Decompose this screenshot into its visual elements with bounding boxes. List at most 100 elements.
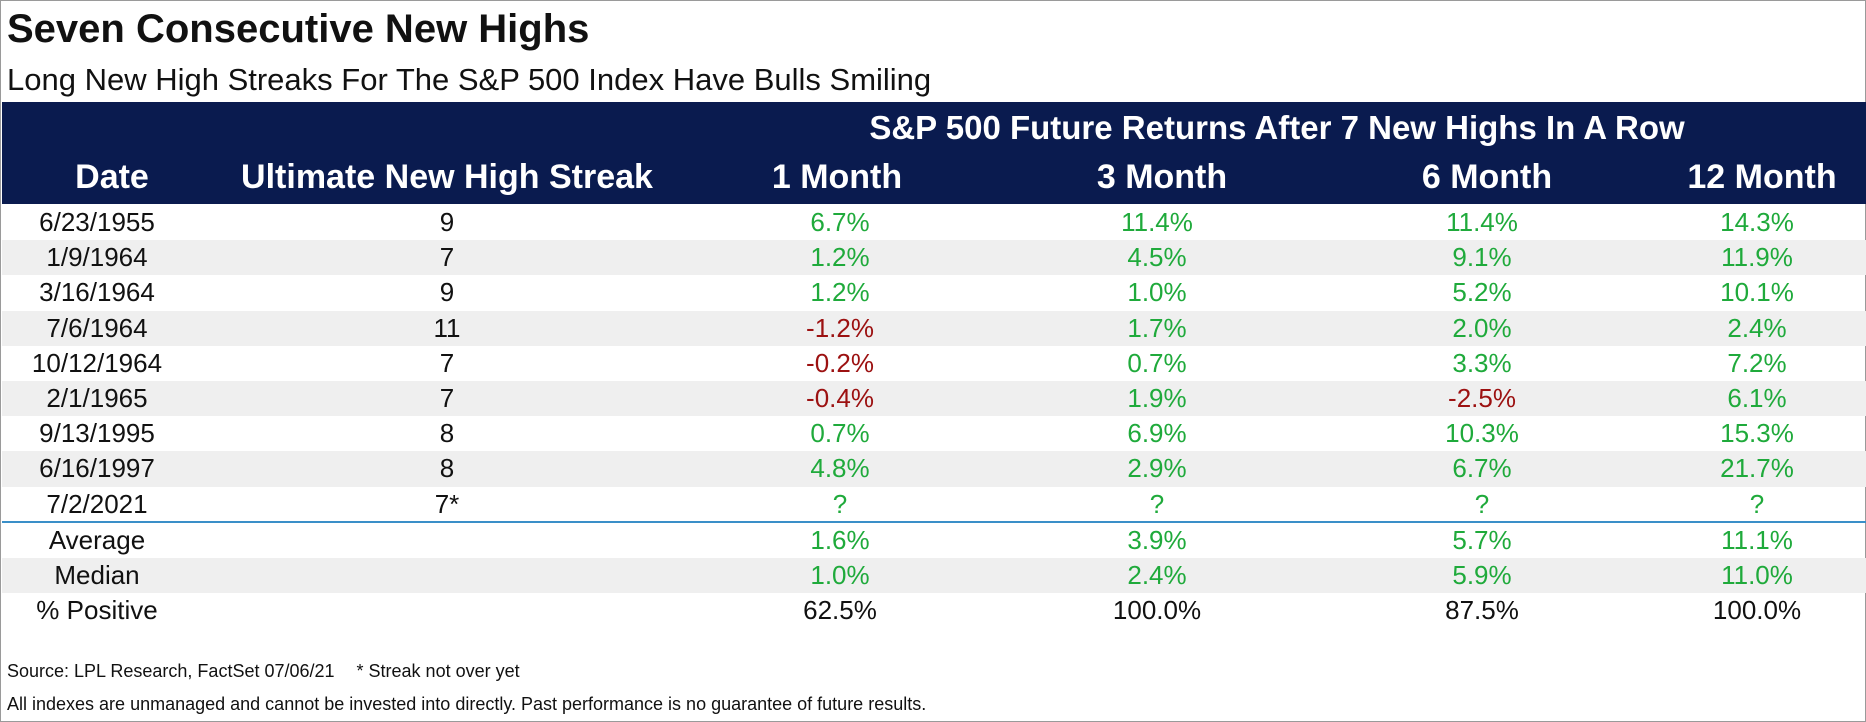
cell-3-month: 1.9% bbox=[1127, 382, 1187, 413]
cell-1-month: 1.6% bbox=[810, 524, 870, 555]
cell-12-month: 10.1% bbox=[1720, 277, 1794, 308]
cell-date: 6/16/1997 bbox=[39, 453, 155, 484]
column-header-3-month: 3 Month bbox=[1096, 158, 1228, 196]
cell-streak bbox=[297, 558, 597, 593]
cell-date: 2/1/1965 bbox=[46, 382, 148, 413]
table-header: S&P 500 Future Returns After 7 New Highs… bbox=[2, 102, 1866, 204]
summary-row: Median 1.0% 2.4% 5.9% 11.0% bbox=[2, 557, 1866, 594]
cell-date: Average bbox=[48, 524, 146, 555]
cell-streak bbox=[297, 523, 597, 558]
cell-1-month: 1.2% bbox=[810, 242, 870, 273]
cell-streak: 7 bbox=[439, 242, 455, 273]
footer-note: * Streak not over yet bbox=[356, 661, 520, 681]
cell-3-month: 6.9% bbox=[1127, 418, 1187, 449]
table-row: 10/12/1964 7 -0.2% 0.7% 3.3% 7.2% bbox=[2, 346, 1866, 381]
cell-6-month: 5.2% bbox=[1452, 277, 1512, 308]
cell-date: 7/6/1964 bbox=[46, 312, 148, 343]
cell-6-month: -2.5% bbox=[1448, 382, 1516, 413]
summary-row: % Positive 62.5% 100.0% 87.5% 100.0% bbox=[2, 593, 1866, 628]
cell-12-month: 7.2% bbox=[1727, 347, 1787, 378]
cell-streak: 7* bbox=[434, 488, 460, 519]
cell-1-month: 62.5% bbox=[803, 595, 877, 626]
cell-6-month: ? bbox=[1474, 488, 1490, 519]
cell-6-month: 2.0% bbox=[1452, 312, 1512, 343]
cell-1-month: ? bbox=[832, 488, 848, 519]
cell-date: % Positive bbox=[36, 595, 158, 626]
cell-6-month: 87.5% bbox=[1445, 595, 1519, 626]
table-row: 6/23/1955 9 6.7% 11.4% 11.4% 14.3% bbox=[2, 205, 1866, 240]
page-subtitle: Long New High Streaks For The S&P 500 In… bbox=[7, 62, 932, 97]
cell-1-month: 0.7% bbox=[810, 418, 870, 449]
column-header-streak: Ultimate New High Streak bbox=[241, 158, 653, 196]
footer-disclaimer: All indexes are unmanaged and cannot be … bbox=[7, 694, 927, 714]
cell-3-month: 0.7% bbox=[1127, 347, 1187, 378]
cell-streak: 9 bbox=[439, 277, 455, 308]
cell-12-month: 11.9% bbox=[1721, 242, 1793, 273]
cell-6-month: 11.4% bbox=[1446, 207, 1518, 237]
cell-date: Median bbox=[54, 559, 140, 590]
cell-date: 10/12/1964 bbox=[31, 347, 163, 378]
cell-6-month: 9.1% bbox=[1452, 242, 1512, 273]
cell-12-month: 2.4% bbox=[1727, 312, 1787, 343]
cell-12-month: 11.1% bbox=[1721, 524, 1793, 555]
column-header-12-month: 12 Month bbox=[1687, 158, 1837, 196]
cell-1-month: 4.8% bbox=[810, 453, 870, 484]
cell-12-month: 21.7% bbox=[1720, 453, 1794, 484]
cell-1-month: -0.2% bbox=[806, 347, 874, 378]
cell-3-month: 2.4% bbox=[1127, 559, 1187, 590]
cell-6-month: 10.3% bbox=[1445, 418, 1519, 449]
cell-streak: 8 bbox=[439, 418, 455, 449]
summary-row: Average 1.6% 3.9% 5.7% 11.1% bbox=[2, 523, 1866, 558]
cell-12-month: 14.3% bbox=[1720, 207, 1794, 237]
table-row: 7/2/2021 7*???? bbox=[2, 487, 1866, 522]
cell-1-month: 6.7% bbox=[810, 207, 870, 237]
cell-date: 7/2/2021 bbox=[46, 488, 148, 519]
cell-3-month: 1.0% bbox=[1127, 277, 1187, 308]
cell-date: 6/23/1955 bbox=[39, 207, 155, 237]
cell-3-month: 2.9% bbox=[1127, 453, 1187, 484]
cell-6-month: 5.9% bbox=[1452, 559, 1512, 590]
cell-streak bbox=[297, 593, 597, 628]
cell-streak: 9 bbox=[439, 207, 455, 237]
cell-streak: 11 bbox=[433, 312, 461, 343]
table-row: 6/16/1997 8 4.8% 2.9% 6.7% 21.7% bbox=[2, 451, 1866, 487]
table-row: 1/9/1964 7 1.2% 4.5% 9.1% 11.9% bbox=[2, 240, 1866, 276]
cell-12-month: 15.3% bbox=[1720, 418, 1794, 449]
column-header-date: Date bbox=[75, 158, 149, 196]
footer-source-line: Source: LPL Research, FactSet 07/06/21 * … bbox=[7, 660, 520, 682]
table-row: 2/1/1965 7 -0.4% 1.9% -2.5% 6.1% bbox=[2, 380, 1866, 417]
cell-1-month: 1.2% bbox=[810, 277, 870, 308]
cell-6-month: 3.3% bbox=[1452, 347, 1512, 378]
cell-date: 9/13/1995 bbox=[39, 418, 155, 449]
cell-streak: 7 bbox=[439, 382, 455, 413]
cell-date: 1/9/1964 bbox=[46, 242, 148, 273]
table-row: 7/6/1964 11 -1.2% 1.7% 2.0% 2.4% bbox=[2, 310, 1866, 346]
cell-3-month: 11.4% bbox=[1121, 207, 1193, 237]
table-row: 3/16/1964 9 1.2% 1.0% 5.2% 10.1% bbox=[2, 275, 1866, 310]
cell-3-month: ? bbox=[1149, 488, 1165, 519]
cell-6-month: 6.7% bbox=[1452, 453, 1512, 484]
table-body: 6/23/1955 9 6.7% 11.4% 11.4% 14.3% 1/9/1964 7 1.… bbox=[2, 205, 1866, 628]
cell-streak: 8 bbox=[439, 453, 455, 484]
cell-1-month: -1.2% bbox=[806, 312, 874, 343]
cell-12-month: 6.1% bbox=[1727, 382, 1787, 413]
cell-12-month: ? bbox=[1749, 488, 1765, 519]
cell-3-month: 4.5% bbox=[1127, 242, 1187, 273]
cell-3-month: 100.0% bbox=[1112, 595, 1202, 626]
page-title: Seven Consecutive New Highs bbox=[7, 7, 590, 51]
column-header-1-month: 1 Month bbox=[771, 158, 903, 196]
cell-1-month: 1.0% bbox=[810, 559, 870, 590]
cell-3-month: 3.9% bbox=[1127, 524, 1187, 555]
table-row: 9/13/1995 8 0.7% 6.9% 10.3% 15.3% bbox=[2, 416, 1866, 451]
column-header-6-month: 6 Month bbox=[1421, 158, 1553, 196]
cell-12-month: 100.0% bbox=[1712, 595, 1802, 626]
cell-12-month: 11.0% bbox=[1721, 559, 1793, 590]
cell-6-month: 5.7% bbox=[1452, 524, 1512, 555]
summary-divider bbox=[2, 521, 1866, 523]
group-header: S&P 500 Future Returns After 7 New Highs… bbox=[869, 109, 1685, 146]
cell-3-month: 1.7% bbox=[1127, 312, 1187, 343]
cell-1-month: -0.4% bbox=[806, 382, 874, 413]
cell-date: 3/16/1964 bbox=[39, 277, 155, 308]
cell-streak: 7 bbox=[439, 347, 455, 378]
